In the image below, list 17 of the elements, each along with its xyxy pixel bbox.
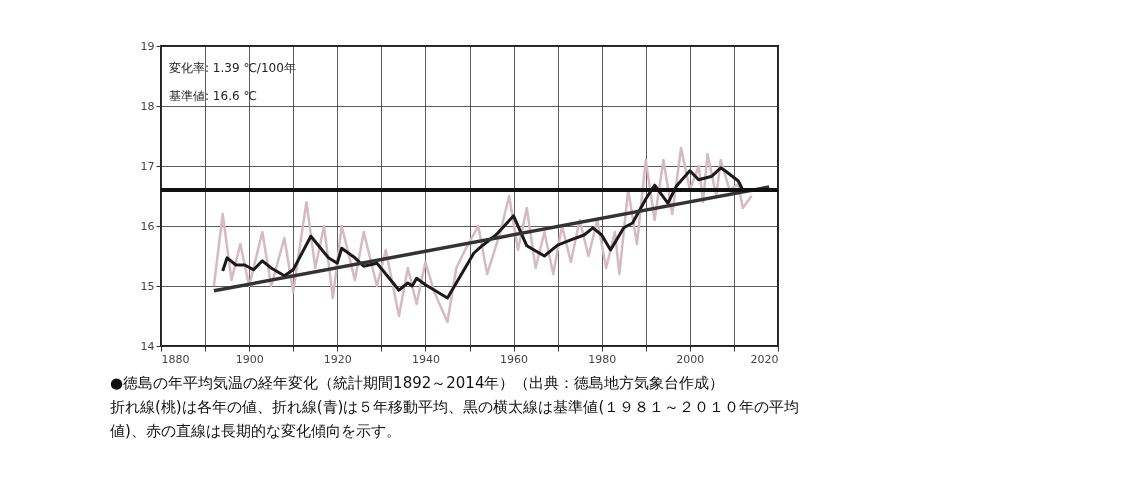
y-tick-label: 15 [140, 279, 155, 293]
x-tick-label: 1900 [235, 352, 264, 366]
x-tick-label: 1920 [323, 352, 352, 366]
x-tick-label: 1980 [588, 352, 617, 366]
x-tick-label: 1960 [500, 352, 529, 366]
y-tick-label: 14 [140, 339, 155, 353]
text: 折れ線(桃)は各年の値、折れ線(青)は５年移動平均、黒の横太線は基準値(１９８１～２０１０年の平均 [110, 398, 800, 416]
text: ●徳島の年平均気温の経年変化（統計期間1892～2014年）（出典：徳島地方気象台作成） [110, 374, 725, 392]
x-tick-label: 2020 [750, 352, 779, 366]
y-tick-label: 17 [140, 159, 155, 173]
text: 値)、赤の直線は長期的な変化傾向を示す。 [110, 422, 401, 440]
y-tick-label: 18 [140, 99, 155, 113]
x-tick-label: 1940 [411, 352, 440, 366]
y-tick-label: 19 [140, 39, 155, 53]
x-tick-label: 1880 [161, 352, 190, 366]
x-tick-label: 2000 [676, 352, 705, 366]
y-tick-label: 16 [140, 219, 155, 233]
